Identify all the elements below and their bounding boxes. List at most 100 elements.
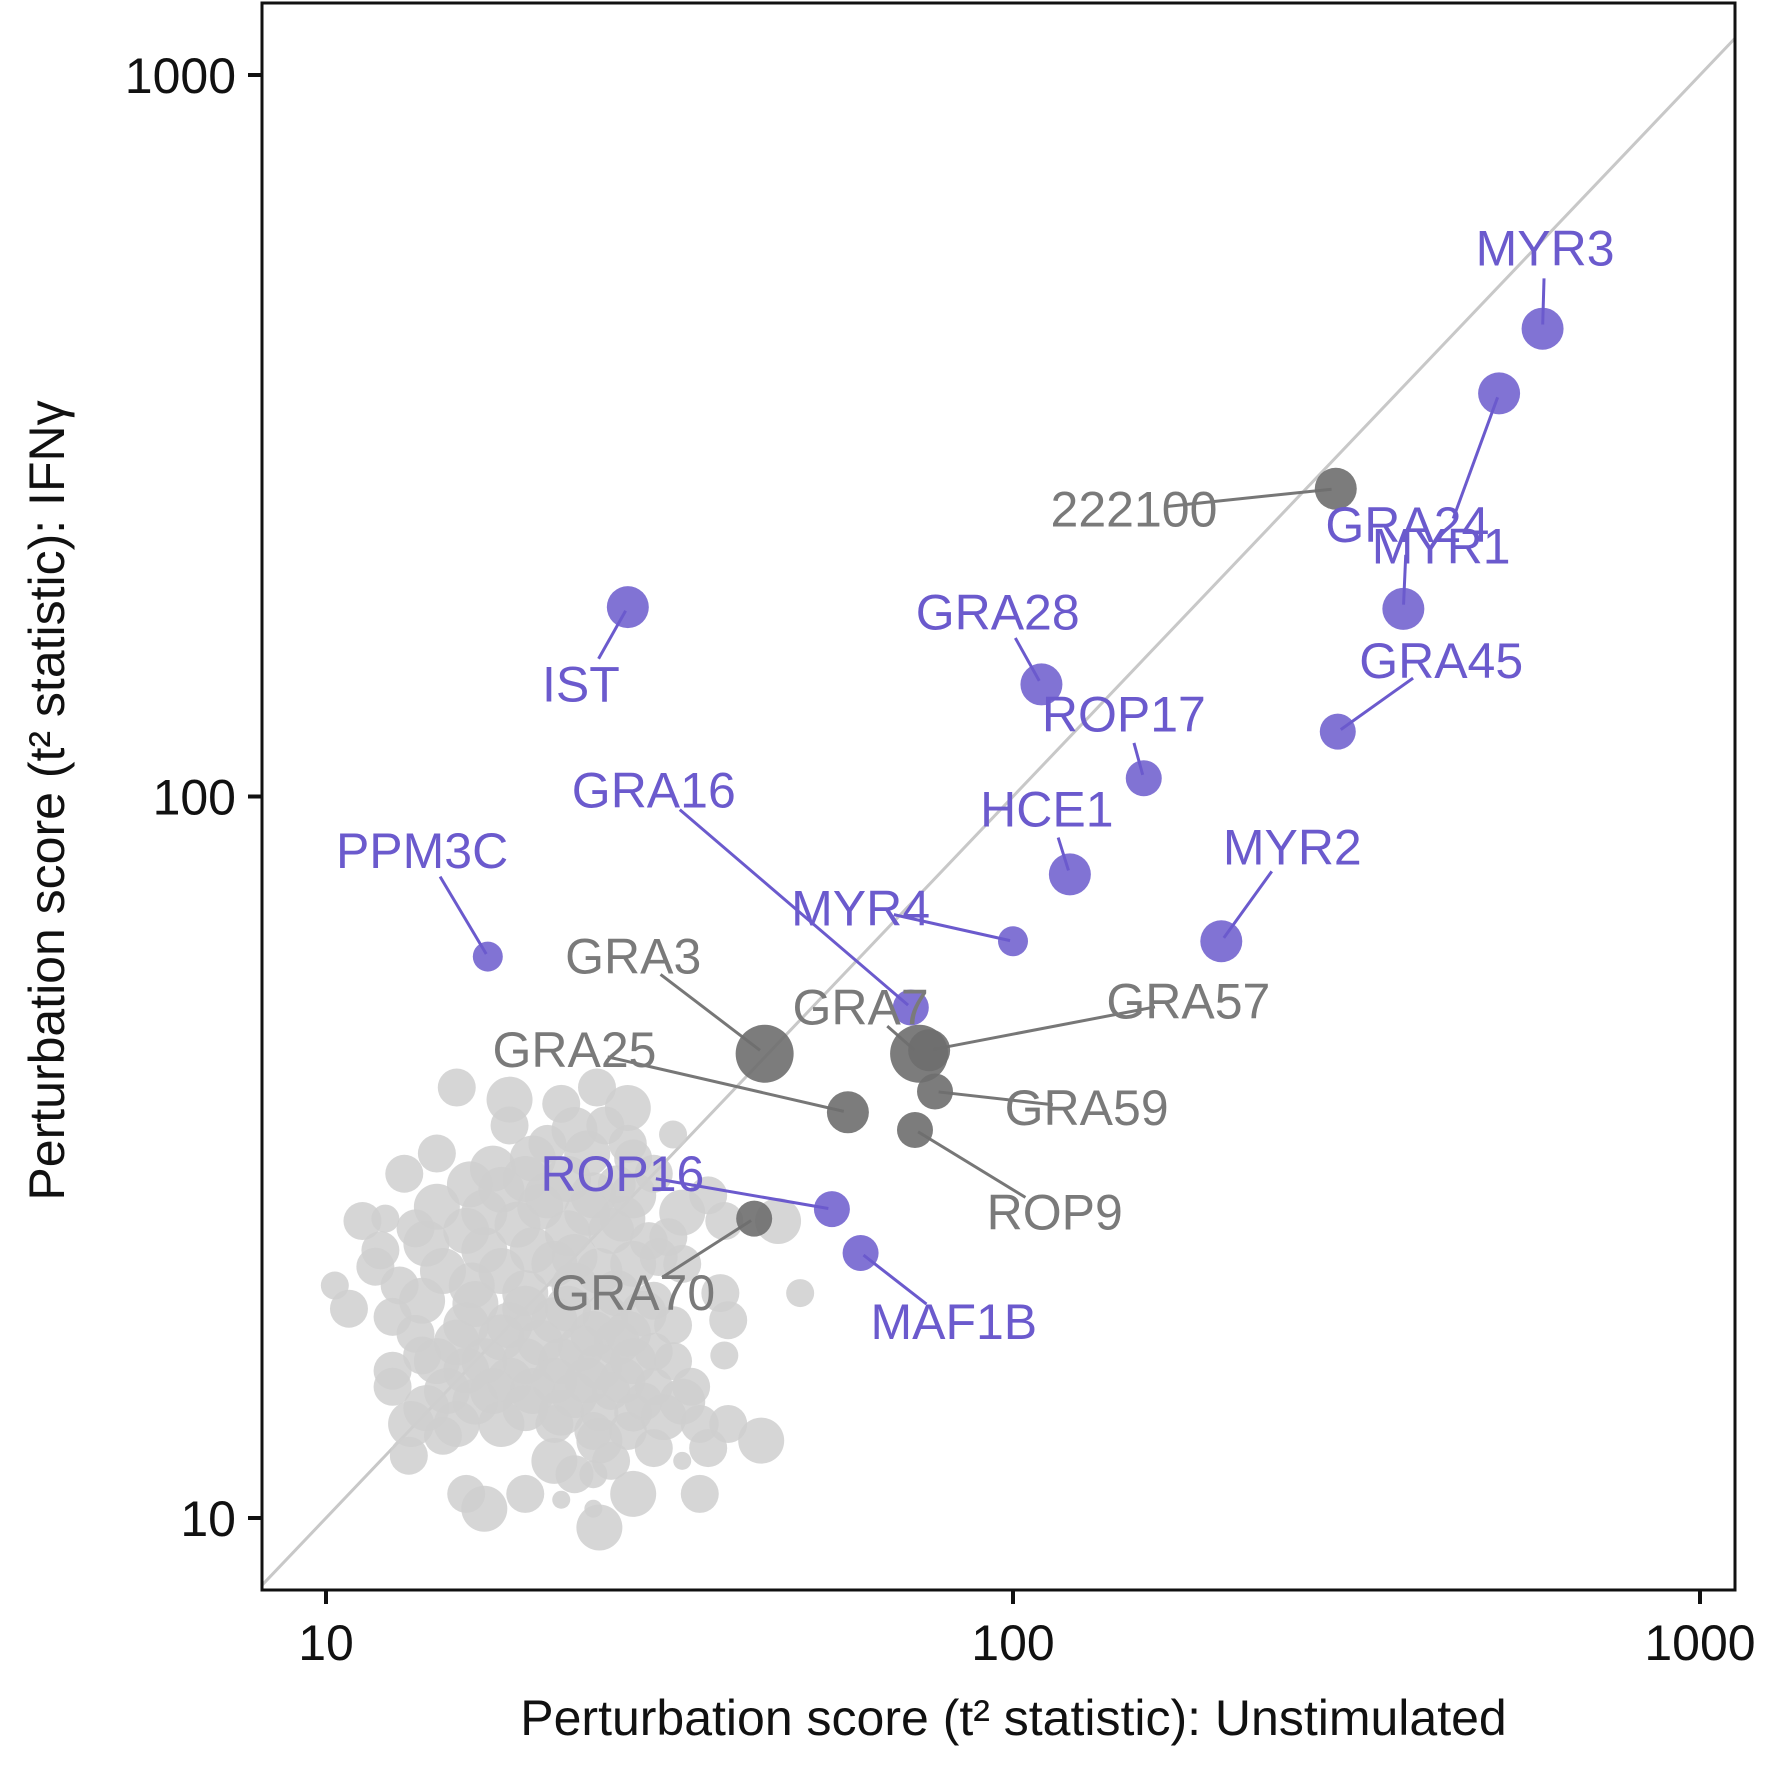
background-point: [461, 1485, 508, 1532]
point-label-myr2: MYR2: [1223, 819, 1362, 875]
background-point: [680, 1474, 719, 1513]
leader-line-gra70: [661, 1219, 752, 1279]
point-myr4: [998, 926, 1028, 957]
point-gra45: [1319, 713, 1356, 750]
background-point: [673, 1451, 692, 1470]
leader-line-rop16: [655, 1177, 829, 1210]
point-label-rop9: ROP9: [987, 1185, 1123, 1241]
point-hce1: [1048, 853, 1091, 896]
background-point: [343, 1202, 382, 1241]
point-label-gra45: GRA45: [1359, 633, 1523, 689]
leader-line-gra59: [938, 1090, 1054, 1107]
point-label-myr1: MYR1: [1372, 519, 1511, 575]
background-point: [634, 1429, 673, 1468]
background-point: [738, 1417, 785, 1464]
background-point: [610, 1470, 657, 1517]
point-label-gra7: GRA7: [793, 979, 929, 1035]
point-ist: [606, 586, 649, 629]
point-222100: [1314, 467, 1357, 510]
background-point: [417, 1134, 456, 1173]
background-point: [689, 1429, 728, 1468]
leader-line-myr4: [893, 913, 1011, 943]
background-point: [576, 1504, 623, 1551]
point-label-gra28: GRA28: [916, 584, 1080, 640]
point-gra16: [892, 989, 929, 1026]
point-label-gra70: GRA70: [551, 1265, 715, 1321]
point-gra28: [1020, 663, 1063, 706]
x-tick-label: 1000: [1644, 1615, 1755, 1671]
background-point: [535, 1404, 574, 1443]
background-point: [709, 1301, 748, 1340]
x-tick-label: 100: [971, 1615, 1054, 1671]
x-axis-title: Perturbation score (t² statistic): Unsti…: [520, 1690, 1506, 1746]
labeled-points: [472, 307, 1564, 1271]
point-label-222100: 222100: [1051, 481, 1218, 537]
background-point: [388, 1400, 435, 1447]
background-point: [437, 1068, 476, 1107]
background-point: [552, 1490, 571, 1509]
leader-line-gra16: [678, 808, 910, 1007]
point-label-gra16: GRA16: [572, 762, 736, 818]
point-gra25: [826, 1091, 869, 1134]
background-point: [710, 1341, 739, 1370]
background-point: [555, 1455, 594, 1494]
x-tick-label: 10: [298, 1615, 354, 1671]
point-label-gra59: GRA59: [1005, 1080, 1169, 1136]
point-label-gra24: GRA24: [1325, 497, 1489, 553]
leader-line-gra45: [1339, 676, 1414, 731]
y-tick-label: 100: [153, 770, 236, 826]
point-rop9: [896, 1111, 933, 1148]
point-rop16: [813, 1191, 850, 1228]
point-myr3: [1521, 307, 1564, 350]
background-point: [640, 1394, 687, 1441]
background-point: [478, 1400, 525, 1447]
point-gra70: [736, 1200, 773, 1237]
background-point: [423, 1416, 462, 1455]
leader-line-gra25: [607, 1055, 845, 1113]
point-myr1: [1478, 372, 1521, 415]
point-rop17: [1125, 760, 1162, 797]
point-gra59: [917, 1073, 954, 1110]
point-gra57: [908, 1029, 951, 1072]
point-label-gra3: GRA3: [565, 929, 701, 985]
point-label-rop17: ROP17: [1042, 686, 1206, 742]
point-maf1b: [842, 1234, 879, 1271]
background-point: [659, 1120, 688, 1149]
point-gra3: [735, 1024, 794, 1083]
point-label-hce1: HCE1: [980, 781, 1113, 837]
point-ppm3c: [472, 941, 503, 972]
y-tick-label: 10: [180, 1491, 236, 1547]
background-point: [385, 1154, 424, 1193]
background-point: [588, 1207, 635, 1254]
point-label-ppm3c: PPM3C: [336, 823, 508, 879]
background-point: [577, 1068, 616, 1107]
point-label-myr4: MYR4: [791, 880, 930, 936]
point-label-ist: IST: [542, 656, 620, 712]
point-label-maf1b: MAF1B: [870, 1294, 1037, 1350]
y-axis: 10 100 1000: [125, 48, 262, 1547]
leader-line-gra57: [932, 1005, 1156, 1051]
background-point: [403, 1336, 442, 1375]
background-point: [654, 1306, 693, 1345]
background-point: [373, 1367, 412, 1406]
point-myr2: [1200, 920, 1243, 963]
y-axis-title: Perturbation score (t² statistic): IFNγ: [19, 400, 75, 1200]
leader-line-myr1: [1451, 396, 1500, 520]
background-points: [320, 1068, 815, 1551]
background-point: [506, 1474, 545, 1513]
x-axis: 10 100 1000: [298, 1590, 1756, 1671]
background-point: [490, 1106, 529, 1145]
background-point: [389, 1436, 428, 1475]
point-label-rop16: ROP16: [540, 1146, 704, 1202]
point-label-myr3: MYR3: [1476, 220, 1615, 276]
y-tick-label: 1000: [125, 48, 236, 104]
point-gra24: [1382, 587, 1425, 630]
leader-line-rop9: [917, 1130, 1027, 1199]
background-point: [786, 1279, 815, 1308]
leader-line-222100: [1167, 487, 1332, 508]
point-label-gra25: GRA25: [493, 1022, 657, 1078]
